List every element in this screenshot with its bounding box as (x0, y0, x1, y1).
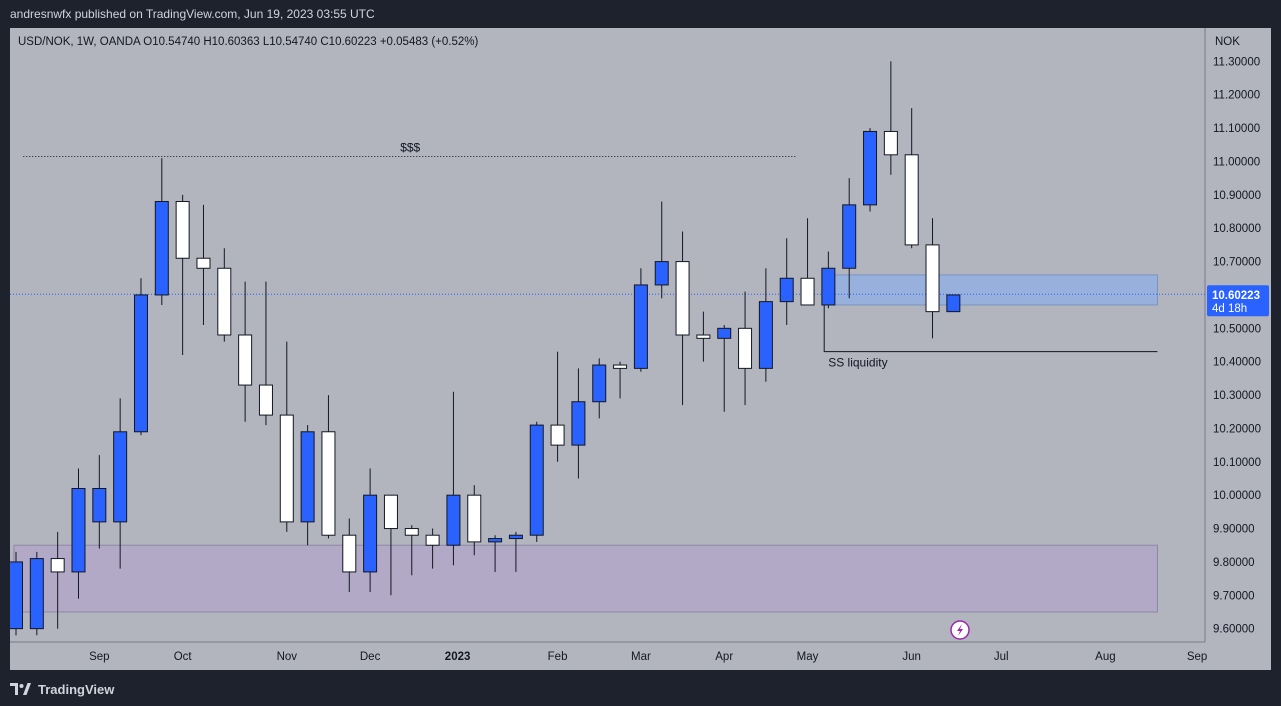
x-tick-label: Oct (174, 651, 193, 663)
y-tick-label: 11.30000 (1213, 56, 1260, 68)
candle-body (800, 277, 815, 306)
y-tick-label: 10.90000 (1213, 190, 1261, 202)
candle-body (758, 301, 773, 369)
tradingview-logo-icon (10, 683, 31, 695)
candle-body (738, 327, 753, 369)
candle-body (321, 431, 336, 536)
x-tick-label: Dec (360, 651, 381, 663)
publish-line: andresnwfx published on TradingView.com,… (10, 7, 375, 21)
candle-body (113, 431, 128, 523)
candle-body (467, 494, 482, 543)
candle-body (71, 488, 86, 573)
last-price-badge (1207, 285, 1269, 317)
candle-body (300, 431, 315, 523)
supply-zone (823, 274, 1158, 306)
candle-body (50, 558, 65, 573)
y-tick-label: 9.70000 (1213, 590, 1255, 602)
candle-body (904, 154, 919, 246)
y-tick-label: 10.70000 (1213, 257, 1261, 269)
candle-body (446, 494, 461, 546)
candle-body (654, 261, 669, 286)
candle-body (946, 294, 961, 313)
y-tick-label: 10.00000 (1213, 490, 1261, 502)
candle-body (258, 384, 273, 416)
candle-body (529, 424, 544, 536)
candle-body (571, 401, 586, 446)
y-tick-label: 10.50000 (1213, 323, 1261, 335)
plot-area[interactable] (10, 28, 1205, 642)
candle-body (717, 327, 732, 339)
candle-body (342, 534, 357, 573)
tradingview-footer: TradingView (10, 678, 114, 700)
candle-body (883, 130, 898, 156)
candle-body (404, 528, 419, 536)
candle-body (154, 201, 169, 296)
liquidity-low-label: SS liquidity (828, 356, 887, 370)
x-tick-label: May (797, 651, 819, 663)
y-tick-label: 11.10000 (1213, 123, 1260, 135)
candle-body (925, 244, 940, 313)
footer-brand: TradingView (38, 681, 115, 697)
demand-zone (13, 544, 1158, 613)
currency-label: NOK (1215, 36, 1240, 48)
candle-body (238, 334, 253, 386)
x-tick-label: Sep (1187, 651, 1207, 663)
lightning-glyph (957, 624, 963, 636)
candle-body (425, 534, 440, 546)
y-tick-label: 11.20000 (1213, 90, 1260, 102)
candle-body (92, 488, 107, 523)
liquidity-high-label: $$$ (400, 140, 420, 154)
y-tick-label: 10.40000 (1213, 357, 1261, 369)
candle-body (133, 294, 148, 433)
y-tick-label: 10.10000 (1213, 457, 1261, 469)
candle-body (175, 201, 190, 259)
x-tick-label: Apr (715, 651, 733, 663)
candle-body (508, 534, 523, 540)
x-tick-label: Jul (994, 651, 1009, 663)
x-tick-label: Mar (631, 651, 651, 663)
time-axis[interactable] (10, 642, 1205, 670)
candle-body (592, 364, 607, 403)
x-tick-label: 2023 (445, 651, 471, 663)
y-tick-label: 11.00000 (1213, 156, 1260, 168)
candle-body (633, 284, 648, 369)
candle-body (383, 494, 398, 530)
candle-body (779, 277, 794, 303)
y-tick-label: 10.80000 (1213, 223, 1261, 235)
candle-body (29, 558, 44, 630)
candle-body (863, 130, 878, 206)
candle-body (821, 267, 836, 306)
price-chart[interactable]: $$$ SS liquidity USD/NOK, 1W, OANDA O10.54… (10, 28, 1271, 670)
liquidity-low-line (823, 296, 1158, 353)
y-tick-label: 9.90000 (1213, 524, 1255, 536)
x-tick-label: Nov (277, 651, 298, 663)
candle-body (613, 364, 628, 369)
candle-body (488, 538, 503, 543)
candle-body (675, 261, 690, 336)
candle-body (550, 424, 565, 446)
y-tick-label: 9.60000 (1213, 624, 1255, 636)
publish-header: andresnwfx published on TradingView.com,… (0, 0, 1281, 28)
candle-body (10, 561, 23, 630)
candle-body (696, 334, 711, 339)
candle-body (217, 267, 232, 336)
candle-body (842, 204, 857, 269)
y-tick-label: 9.80000 (1213, 557, 1255, 569)
symbol-legend: USD/NOK, 1W, OANDA O10.54740 H10.60363 L… (18, 36, 478, 48)
x-tick-label: Aug (1095, 651, 1115, 663)
x-tick-label: Jun (902, 651, 921, 663)
candle-body (196, 257, 211, 269)
candle-body (279, 414, 294, 523)
price-axis[interactable] (1205, 28, 1271, 670)
last-price-value: 10.60223 (1212, 290, 1260, 302)
bar-countdown: 4d 18h (1212, 303, 1247, 315)
y-tick-label: 10.20000 (1213, 423, 1261, 435)
candle-body (363, 494, 378, 573)
y-tick-label: 10.30000 (1213, 390, 1261, 402)
x-tick-label: Sep (89, 651, 109, 663)
x-tick-label: Feb (548, 651, 568, 663)
